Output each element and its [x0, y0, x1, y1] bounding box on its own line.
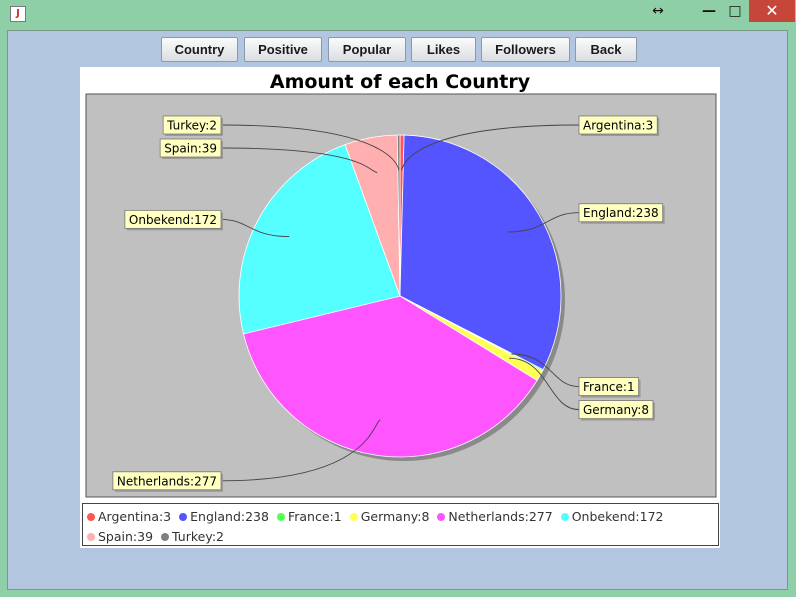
leader-line-england: [507, 212, 580, 233]
slice-label-england: England:238: [578, 203, 665, 224]
country-button[interactable]: Country: [161, 37, 238, 62]
followers-button[interactable]: Followers: [481, 37, 570, 62]
leader-line-turkey: [220, 124, 400, 171]
window-titlebar[interactable]: J ↔ — □ ✕: [0, 0, 796, 28]
slice-label-text: England:238: [583, 206, 659, 220]
minimize-button[interactable]: —: [702, 3, 716, 19]
legend-label: France:1: [287, 509, 342, 524]
legend-swatch: [560, 513, 569, 521]
popular-button[interactable]: Popular: [328, 37, 406, 62]
legend-label: Turkey:2: [172, 529, 224, 544]
legend-swatch: [349, 513, 358, 521]
legend-label: Argentina:3: [98, 509, 172, 524]
slice-label-argentina: Argentina:3: [578, 115, 660, 136]
label-box: [578, 203, 664, 223]
label-box: [162, 115, 222, 135]
legend-item-netherlands: Netherlands:277: [437, 507, 553, 527]
legend-swatch: [437, 513, 446, 521]
positive-button[interactable]: Positive: [244, 37, 322, 62]
close-button[interactable]: ✕: [749, 0, 795, 22]
legend-label: Spain:39: [98, 529, 154, 544]
legend-item-germany: Germany:8: [349, 507, 430, 527]
slice-label-text: Germany:8: [583, 403, 649, 417]
legend-label: Onbekend:172: [571, 509, 664, 524]
pie-slice-england: [399, 134, 562, 371]
legend-item-turkey: Turkey:2: [161, 527, 224, 547]
legend-swatch: [87, 533, 95, 541]
label-box: [124, 209, 222, 229]
pie-chart: Amount of each Country Argentina:3 Englan…: [85, 71, 717, 498]
legend-item-argentina: Argentina:3: [87, 507, 171, 527]
chart-legend: Argentina:3 England:238 France:1 Germany:8 N…: [82, 503, 719, 546]
java-app-icon: J: [10, 6, 26, 22]
slice-label-netherlands: Netherlands:277: [112, 471, 223, 492]
slices-group: [238, 134, 565, 461]
label-box: [578, 377, 639, 397]
legend-label: England:238: [190, 509, 269, 524]
leader-lines-group: [220, 124, 580, 482]
legend-item-onbekend: Onbekend:172: [560, 507, 664, 527]
legend-swatch: [276, 513, 285, 521]
pie-slice-netherlands: [243, 295, 538, 458]
resize-icon[interactable]: ↔: [652, 3, 664, 19]
pie-slice-onbekend: [238, 144, 401, 335]
slice-label-spain: Spain:39: [159, 138, 223, 159]
legend-item-england: England:238: [179, 507, 269, 527]
slice-label-text: Netherlands:277: [117, 474, 217, 488]
labels-group: Argentina:3 England:238 France:1 Germany:8 N…: [112, 115, 665, 492]
legend-item-spain: Spain:39: [87, 527, 153, 547]
label-box: [112, 471, 222, 491]
leader-line-france: [511, 353, 580, 388]
label-box: [159, 138, 222, 158]
slice-label-text: Onbekend:172: [129, 213, 217, 227]
leader-line-argentina: [401, 124, 580, 171]
legend-item-france: France:1: [276, 507, 342, 527]
slice-label-germany: Germany:8: [578, 400, 655, 421]
slice-label-text: Spain:39: [164, 142, 217, 156]
legend-swatch: [161, 533, 170, 541]
slice-label-onbekend: Onbekend:172: [124, 209, 223, 231]
slice-label-france: France:1: [578, 377, 641, 398]
slice-label-turkey: Turkey:2: [162, 115, 223, 136]
chart-panel: Amount of each Country Argentina:3 Englan…: [80, 67, 720, 548]
likes-button[interactable]: Likes: [411, 37, 476, 62]
chart-title: Amount of each Country: [270, 71, 531, 93]
legend-swatch: [87, 513, 95, 521]
leader-line-onbekend: [220, 218, 290, 238]
legend-label: Germany:8: [360, 509, 430, 524]
leader-line-germany: [509, 357, 580, 411]
back-button[interactable]: Back: [575, 37, 637, 62]
label-box: [578, 400, 654, 420]
label-box: [578, 115, 658, 135]
legend-swatch: [179, 513, 188, 521]
pie-slice-turkey: [396, 134, 401, 297]
slice-label-text: France:1: [583, 380, 635, 394]
slice-label-text: Turkey:2: [166, 119, 217, 133]
slice-label-text: Argentina:3: [583, 119, 653, 133]
maximize-button[interactable]: □: [728, 3, 742, 19]
leader-line-spain: [220, 147, 378, 173]
leader-line-netherlands: [220, 419, 381, 482]
legend-label: Netherlands:277: [448, 509, 553, 524]
